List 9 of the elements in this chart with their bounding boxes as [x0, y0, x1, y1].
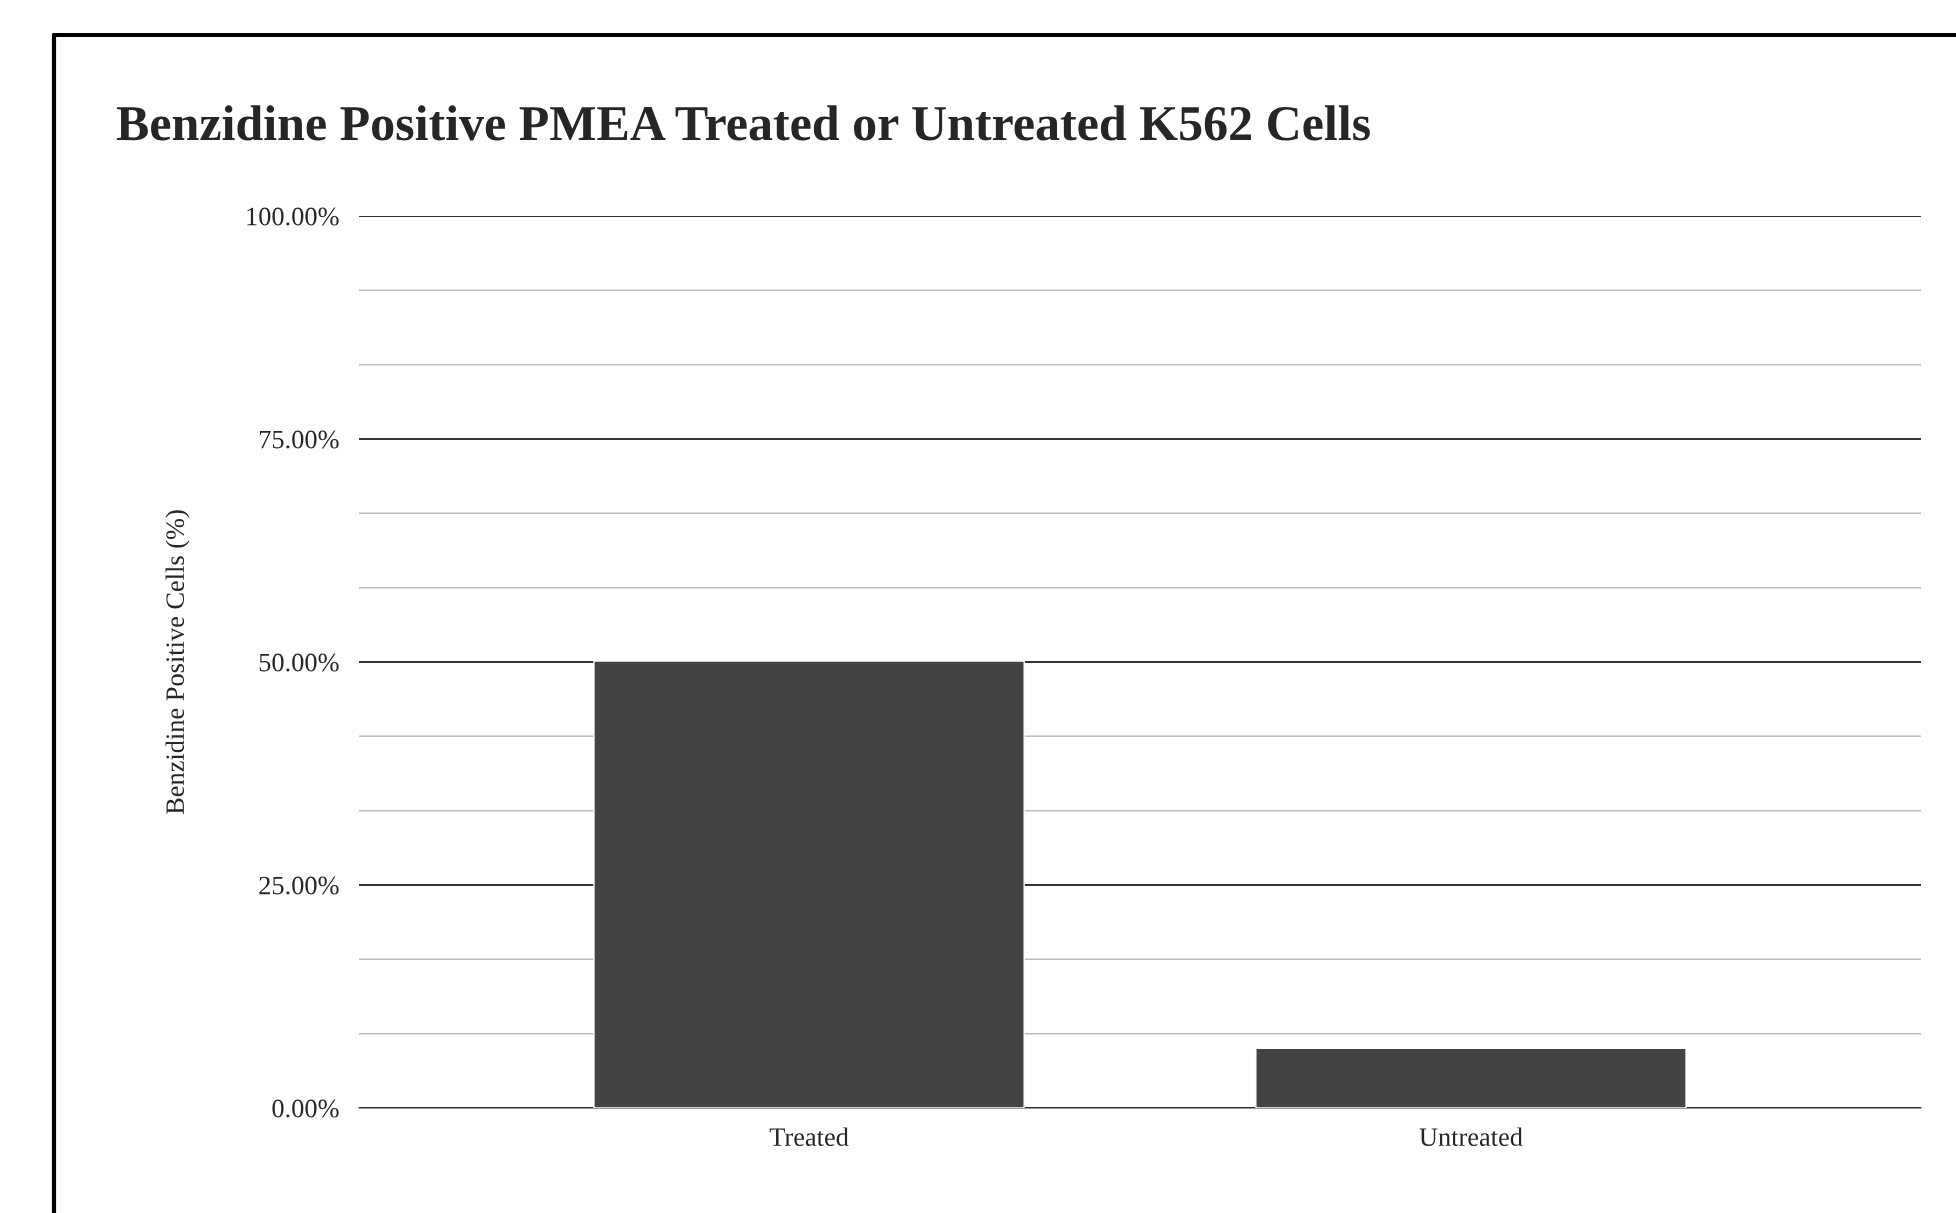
y-tick-label: 0.00%: [272, 1099, 339, 1118]
y-tick-label: 25.00%: [259, 876, 339, 895]
y-tick-label: 75.00%: [259, 430, 339, 449]
y-tick-label: 50.00%: [259, 653, 339, 672]
x-tick-label: Treated: [769, 1127, 849, 1147]
y-tick-label: 100.00%: [247, 207, 339, 226]
chart-title: Benzidine Positive PMEA Treated or Untreated K562 Cells: [116, 105, 1370, 141]
x-tick-label: Untreated: [1419, 1127, 1523, 1147]
y-axis-title: Benzidine Positive Cells (%): [165, 510, 190, 815]
